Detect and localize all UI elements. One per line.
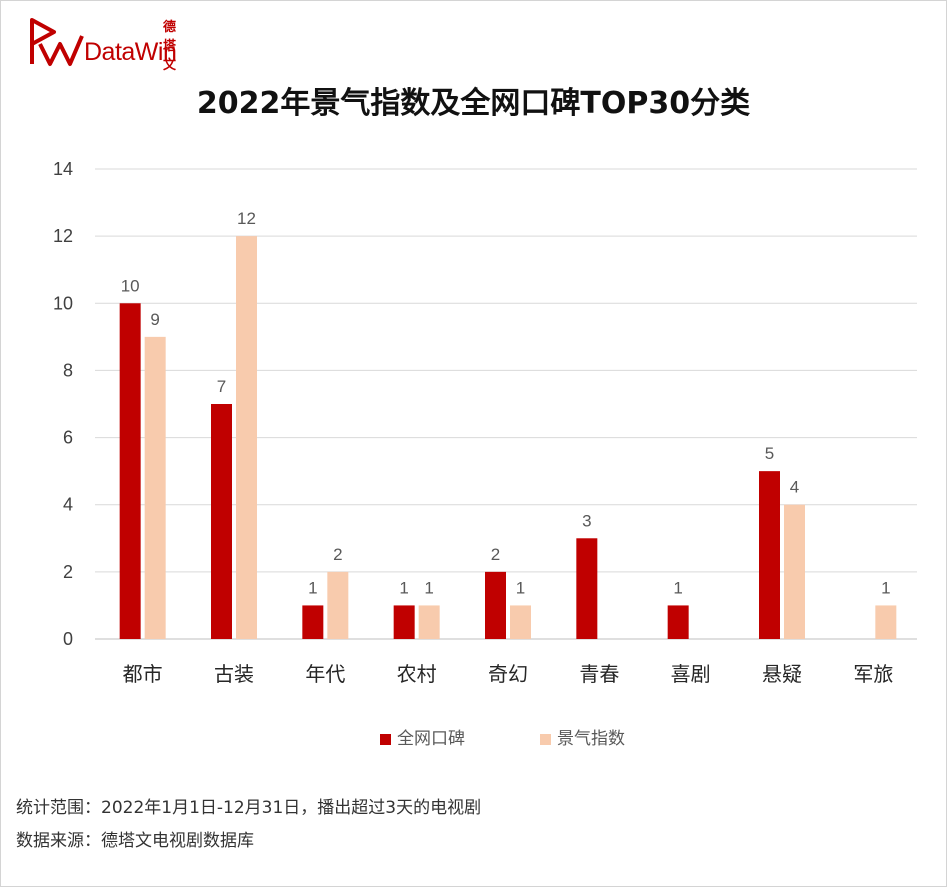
bar-jingqi (236, 236, 257, 639)
legend-label: 全网口碑 (397, 729, 465, 749)
x-tick-label: 古装 (214, 662, 254, 686)
data-label: 7 (217, 377, 226, 396)
y-tick-label: 8 (63, 360, 73, 380)
scope-note: 统计范围：2022年1月1日-12月31日，播出超过3天的电视剧 (16, 798, 482, 818)
data-label: 2 (491, 545, 500, 564)
data-label: 9 (150, 310, 159, 329)
data-label: 1 (308, 578, 317, 597)
data-label: 1 (399, 578, 408, 597)
bar-jingqi (418, 605, 440, 639)
bar-koubei (393, 605, 415, 639)
legend-swatch (540, 734, 551, 745)
source-note: 数据来源：德塔文电视剧数据库 (16, 831, 254, 851)
bar-jingqi (510, 605, 531, 639)
x-tick-label: 青春 (579, 662, 619, 686)
data-label: 1 (516, 578, 525, 597)
data-label: 1 (673, 578, 682, 597)
data-label: 10 (121, 276, 140, 295)
legend-swatch (380, 734, 391, 745)
data-label: 12 (237, 209, 256, 228)
x-tick-label: 农村 (397, 662, 437, 686)
footnotes: 统计范围：2022年1月1日-12月31日，播出超过3天的电视剧 数据来源：德塔… (16, 796, 481, 862)
x-tick-label: 军旅 (853, 662, 893, 686)
x-tick-label: 悬疑 (762, 662, 802, 686)
y-tick-label: 10 (53, 293, 73, 313)
data-label: 3 (582, 511, 591, 530)
bar-jingqi (875, 605, 897, 639)
y-tick-label: 2 (63, 562, 73, 582)
bar-jingqi (784, 504, 805, 639)
data-label: 5 (765, 444, 774, 463)
x-tick-label: 年代 (305, 662, 345, 686)
legend-label: 景气指数 (557, 729, 625, 749)
bar-koubei (485, 571, 506, 639)
y-tick-label: 12 (53, 226, 73, 246)
data-label: 1 (881, 578, 890, 597)
y-tick-label: 0 (63, 629, 73, 649)
logo-english-text: DataWin (84, 38, 177, 66)
bar-koubei (759, 471, 780, 639)
bar-koubei (211, 404, 232, 639)
data-label: 2 (333, 545, 342, 564)
datawin-logo-mark-icon (30, 18, 84, 66)
y-tick-label: 14 (53, 159, 73, 179)
bar-koubei (119, 303, 141, 639)
bar-jingqi (144, 336, 166, 639)
logo-chinese-text: 德塔文 (163, 20, 178, 73)
x-tick-label: 奇幻 (488, 662, 528, 686)
chart-title: 2022年景气指数及全网口碑TOP30分类 (196, 86, 751, 121)
x-tick-label: 都市 (123, 662, 163, 686)
x-tick-label: 喜剧 (671, 662, 711, 686)
datawin-logo: 德塔文 DataWin (26, 14, 186, 73)
bar-koubei (576, 538, 598, 639)
y-tick-label: 6 (63, 428, 73, 448)
data-label: 4 (790, 478, 799, 497)
bar-koubei (302, 605, 324, 639)
y-tick-label: 4 (63, 495, 73, 515)
data-label: 1 (424, 578, 433, 597)
bar-jingqi (327, 571, 349, 639)
bar-koubei (667, 605, 689, 639)
